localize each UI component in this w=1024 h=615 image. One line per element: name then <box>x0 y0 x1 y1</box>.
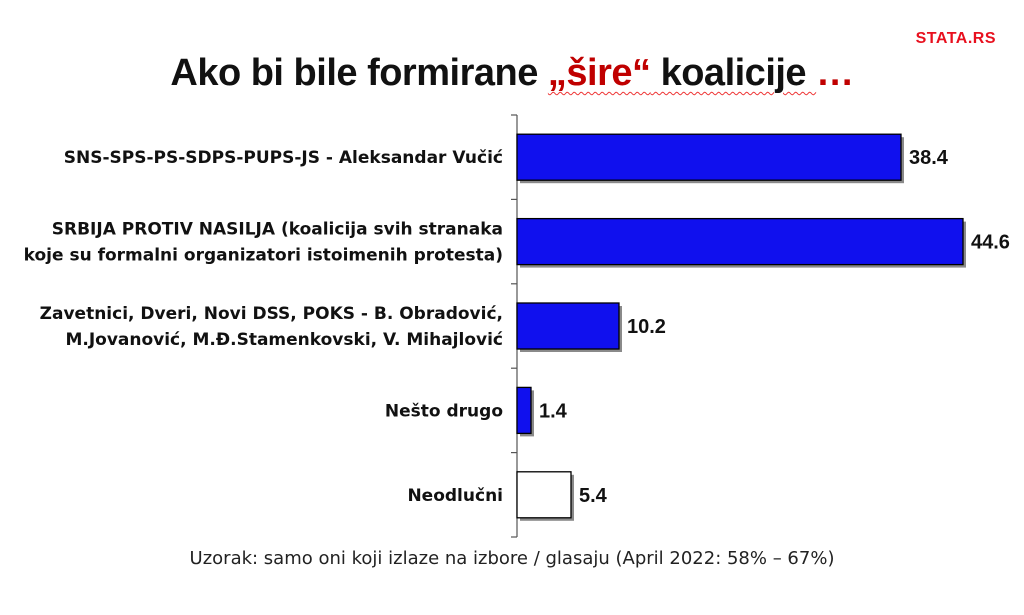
brand-logo-text: STATA.RS <box>915 30 996 47</box>
category-label-line: SRBIJA PROTIV NASILJA (koalicija svih st… <box>52 220 503 240</box>
category-label: Neodlučni <box>407 486 503 506</box>
title-text-before: Ako bi bile formirane <box>170 52 548 94</box>
category-label-line: Nešto drugo <box>385 401 503 421</box>
bar-4 <box>516 471 572 519</box>
value-label: 44.6 <box>971 232 1010 254</box>
category-label: Zavetnici, Dveri, Novi DSS, POKS - B. Ob… <box>40 304 503 350</box>
bar-1 <box>516 217 964 266</box>
category-label-line: SNS-SPS-PS-SDPS-PUPS-JS - Aleksandar Vuč… <box>64 148 503 168</box>
chart-title: Ako bi bile formirane „šire“ koalicije … <box>0 52 1024 95</box>
category-label-line: koje su formalni organizatori istoimenih… <box>24 246 503 266</box>
category-label-line: Neodlučni <box>407 486 503 506</box>
sample-footnote: Uzorak: samo oni koji izlaze na izbore /… <box>189 548 835 569</box>
category-label: SRBIJA PROTIV NASILJA (koalicija svih st… <box>24 220 503 266</box>
bar-3 <box>516 386 532 435</box>
category-label-line: M.Jovanović, M.Đ.Stamenkovski, V. Mihajl… <box>65 330 503 350</box>
bar-2 <box>516 302 620 350</box>
title-highlight: „šire“ <box>547 52 651 94</box>
category-label-line: Zavetnici, Dveri, Novi DSS, POKS - B. Ob… <box>40 304 503 324</box>
title-text-after: koalicije <box>650 52 817 94</box>
value-label: 38.4 <box>909 147 949 169</box>
value-label: 5.4 <box>579 485 608 507</box>
value-label: 1.4 <box>539 400 568 422</box>
title-ellipsis: … <box>816 52 854 94</box>
category-label: Nešto drugo <box>385 401 503 421</box>
bar-0 <box>516 133 902 181</box>
value-label: 10.2 <box>627 316 666 338</box>
category-label: SNS-SPS-PS-SDPS-PUPS-JS - Aleksandar Vuč… <box>64 148 503 168</box>
